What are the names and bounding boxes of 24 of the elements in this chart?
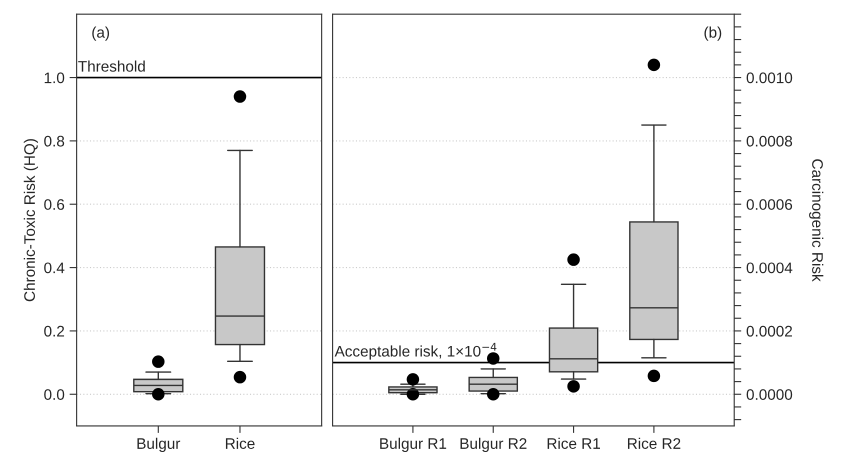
x-tick-label: Rice R2 xyxy=(628,438,680,449)
ref-line-label: Threshold xyxy=(78,60,145,72)
y-axis-title: Chronic-Toxic Risk (HQ) xyxy=(24,139,38,302)
y-axis-title: Carcinogenic Risk xyxy=(809,159,824,282)
y-tick-label: 0.2 xyxy=(44,326,64,337)
y-tick-label: 0.8 xyxy=(44,136,64,147)
y-tick-label: 0.4 xyxy=(44,262,64,274)
y-tick-label: 0.0010 xyxy=(746,72,792,84)
y-tick-label: 0.0004 xyxy=(746,262,792,274)
y-tick-label: 0.0008 xyxy=(746,136,792,147)
y-tick-label: 0.0000 xyxy=(746,389,792,400)
y-tick-label: 0.0006 xyxy=(746,199,792,210)
x-tick-label: Bulgur R2 xyxy=(460,438,526,452)
y-tick-label: 0.0002 xyxy=(746,326,792,337)
x-tick-label: Rice xyxy=(226,438,255,449)
x-tick-label: Rice R1 xyxy=(548,438,600,449)
ref-line-label: Acceptable risk, 1×10$^{−4}$ xyxy=(334,342,496,360)
y-tick-label: 0.6 xyxy=(44,199,64,210)
annotation: (b) xyxy=(704,26,722,41)
x-tick-label: Bulgur R1 xyxy=(380,438,446,452)
x-tick-label: Bulgur xyxy=(137,438,180,452)
annotation: (a) xyxy=(92,26,110,41)
y-tick-label: 1.0 xyxy=(44,72,64,84)
y-tick-label: 0.0 xyxy=(44,389,64,400)
